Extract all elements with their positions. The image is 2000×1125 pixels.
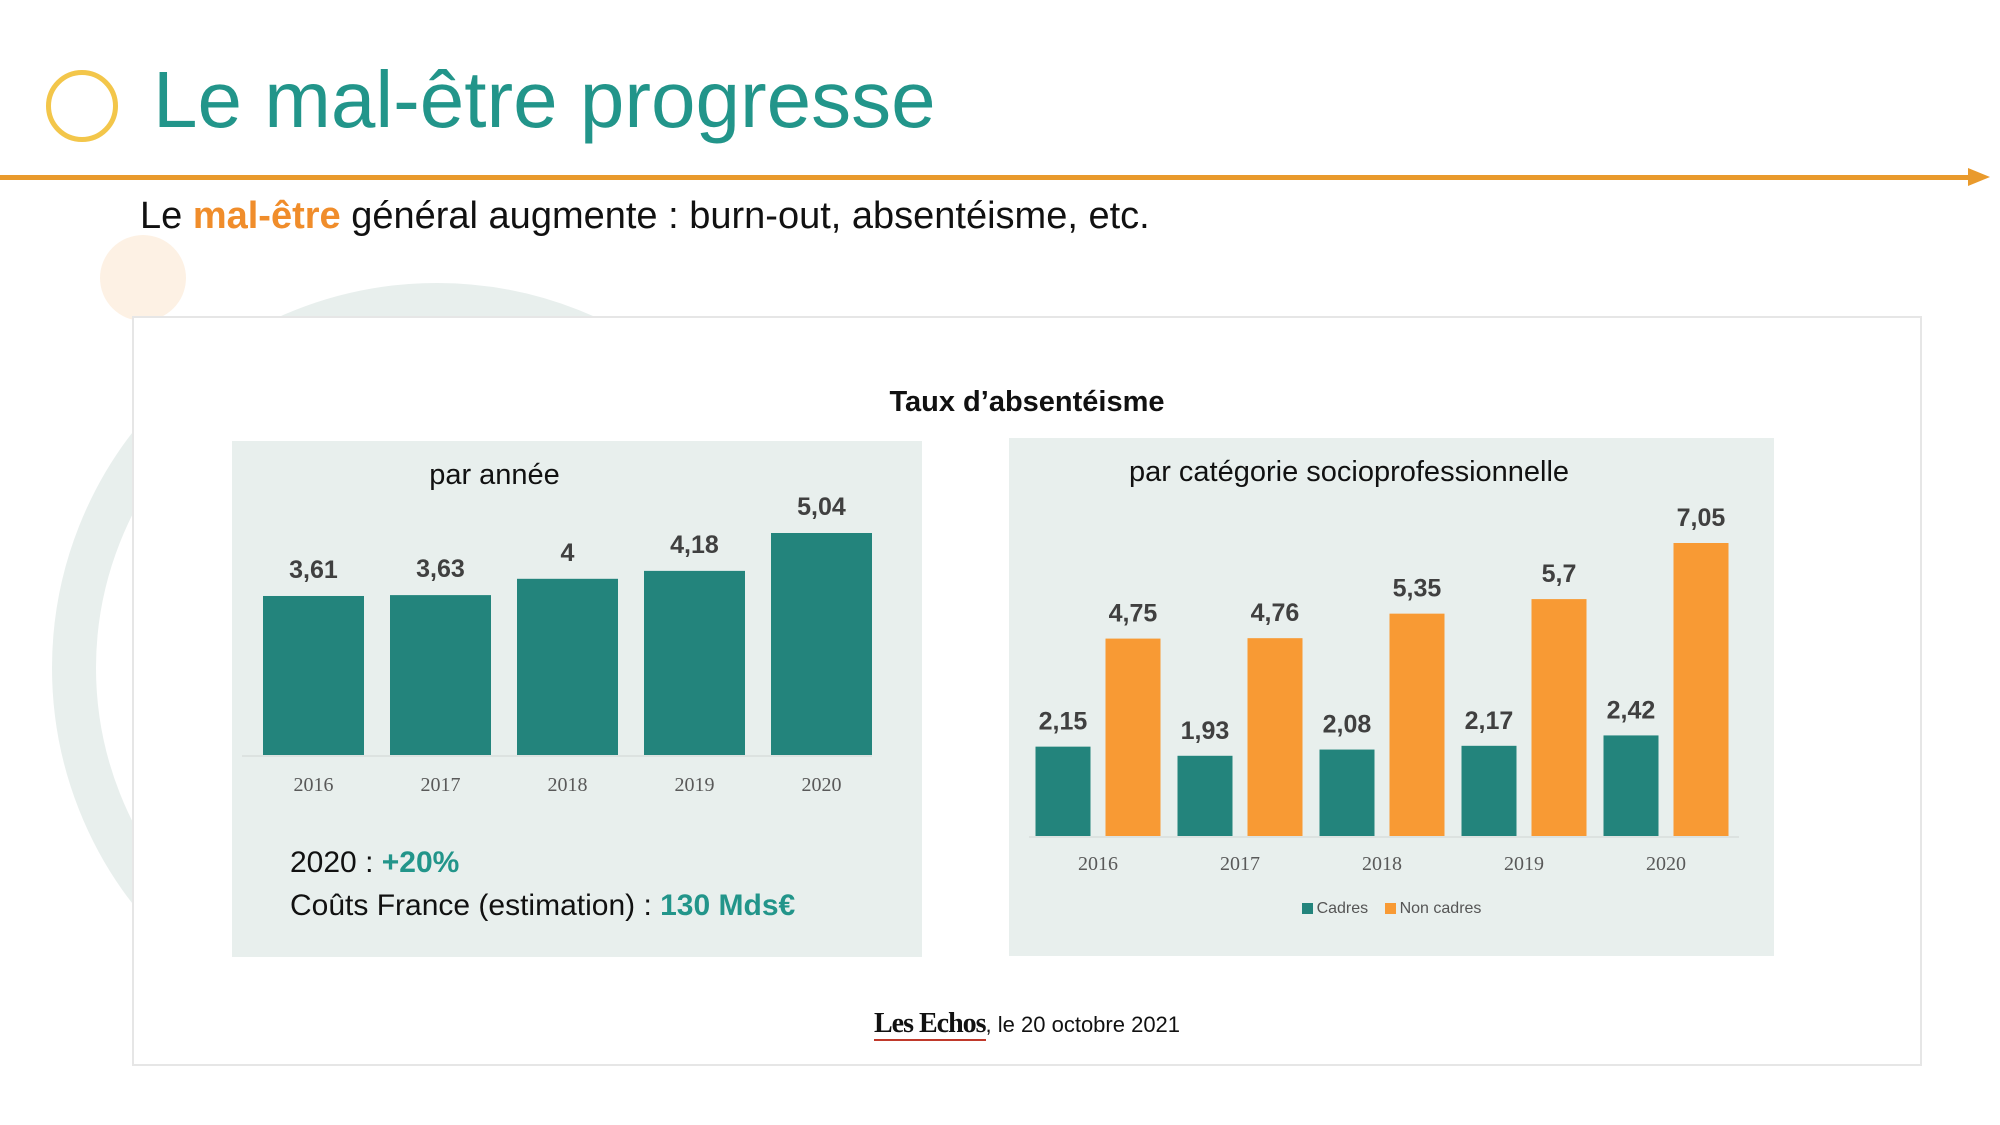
legend-swatch-cadres <box>1301 903 1313 914</box>
data-label-non-cadres-2018: 5,35 <box>1393 575 1442 603</box>
x-tick-2020: 2020 <box>1646 853 1686 875</box>
data-label-cadres-2016: 2,15 <box>1039 708 1088 736</box>
bar-2019 <box>644 570 745 755</box>
bar-cadres-2019 <box>1461 745 1517 836</box>
bar-2017 <box>390 595 491 755</box>
legend-label-cadres: Cadres <box>1316 900 1369 917</box>
x-tick-2017: 2017 <box>1220 853 1260 875</box>
bar-non-cadres-2018 <box>1389 613 1445 836</box>
x-tick-2019: 2019 <box>1504 853 1544 875</box>
data-label-2016: 3,61 <box>289 556 338 584</box>
legend-item-cadres: Cadres <box>1301 900 1369 918</box>
subtitle-suffix: général augmente : burn-out, absentéisme… <box>340 195 1150 237</box>
bar-non-cadres-2016 <box>1105 638 1161 836</box>
data-label-non-cadres-2019: 5,7 <box>1542 560 1577 588</box>
bar-cadres-2018 <box>1319 749 1375 836</box>
stat-cost-value: 130 Mds€ <box>660 889 796 922</box>
data-label-cadres-2018: 2,08 <box>1323 711 1372 739</box>
page-title: Le mal-être progresse <box>153 55 936 144</box>
data-label-non-cadres-2016: 4,75 <box>1109 600 1158 628</box>
data-label-2018: 4 <box>561 539 575 567</box>
x-tick-2016: 2016 <box>294 774 334 796</box>
bar-non-cadres-2020 <box>1673 543 1729 836</box>
les-echos-logo: Les Echos <box>873 1008 987 1041</box>
data-label-non-cadres-2020: 7,05 <box>1677 504 1726 532</box>
x-tick-2020: 2020 <box>802 774 842 796</box>
arrow-icon <box>1968 168 1990 186</box>
stats-block: 2020 : +20% Coûts France (estimation) : … <box>290 841 795 927</box>
legend-label-non-cadres: Non cadres <box>1399 900 1482 917</box>
data-label-cadres-2019: 2,17 <box>1465 707 1514 735</box>
chart-panel-by-year: par année 3,61 2016 3,63 2017 4 2018 4,18 2019 5… <box>232 441 922 957</box>
data-label-2020: 5,04 <box>797 493 846 521</box>
legend-item-non-cadres: Non cadres <box>1384 900 1482 918</box>
chart-title-by-category: par catégorie socioprofessionnelle <box>1128 456 1570 488</box>
subtitle-prefix: Le <box>140 195 193 237</box>
stat-year-line: 2020 : +20% <box>290 841 795 884</box>
data-label-cadres-2017: 1,93 <box>1181 717 1230 745</box>
bar-2020 <box>771 533 872 755</box>
data-label-non-cadres-2017: 4,76 <box>1251 599 1300 627</box>
bar-cadres-2017 <box>1177 755 1233 836</box>
chart-card: Taux d’absentéisme par année 3,61 2016 3,6… <box>132 316 1922 1066</box>
legend-swatch-non-cadres <box>1384 903 1396 914</box>
data-label-2017: 3,63 <box>416 555 465 583</box>
x-tick-2018: 2018 <box>548 774 588 796</box>
x-tick-2018: 2018 <box>1362 853 1402 875</box>
chart-by-year: 3,61 2016 3,63 2017 4 2018 4,18 2019 5,04 2020 <box>242 493 872 796</box>
stat-year-label: 2020 : <box>290 846 382 879</box>
chart-panel-by-category: par catégorie socioprofessionnelle 2,15 4… <box>1009 438 1774 956</box>
x-tick-2016: 2016 <box>1078 853 1118 875</box>
bar-2016 <box>263 595 364 755</box>
decorative-dot <box>100 235 186 321</box>
chart-title-by-year: par année <box>429 459 560 491</box>
header-divider <box>0 175 1970 180</box>
card-title: Taux d’absentéisme <box>889 386 1165 418</box>
title-circle-icon <box>46 70 118 142</box>
data-label-cadres-2020: 2,42 <box>1607 696 1656 724</box>
bar-2018 <box>517 578 618 755</box>
x-tick-2019: 2019 <box>675 774 715 796</box>
stat-year-value: +20% <box>381 846 460 879</box>
subtitle-highlight: mal-être <box>192 195 341 237</box>
data-label-2019: 4,18 <box>670 531 719 559</box>
chart-by-category: 2,15 4,75 2016 1,93 4,76 2017 2,08 5,35 2018 2,17… <box>1029 504 1739 875</box>
bar-cadres-2016 <box>1035 746 1091 836</box>
stat-cost-label: Coûts France (estimation) : <box>290 889 661 922</box>
source-date: , le 20 octobre 2021 <box>985 1012 1181 1037</box>
x-tick-2017: 2017 <box>421 774 461 796</box>
bar-cadres-2020 <box>1603 735 1659 836</box>
subtitle: Le mal-être général augmente : burn-out,… <box>140 195 1150 238</box>
source-line: Les Echos, le 20 octobre 2021 <box>134 1008 1920 1041</box>
bar-non-cadres-2019 <box>1531 599 1587 836</box>
chart-legend: Cadres Non cadres <box>1009 900 1774 918</box>
stat-cost-line: Coûts France (estimation) : 130 Mds€ <box>290 884 795 927</box>
bar-non-cadres-2017 <box>1247 638 1303 836</box>
